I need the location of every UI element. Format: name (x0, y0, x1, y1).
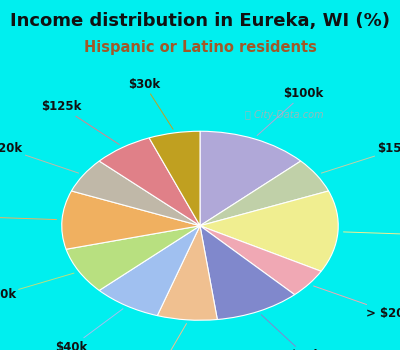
Text: $30k: $30k (128, 78, 173, 129)
Wedge shape (62, 191, 200, 249)
Text: ⓘ City-Data.com: ⓘ City-Data.com (245, 111, 324, 120)
Text: > $200k: > $200k (314, 286, 400, 320)
Text: $75k: $75k (344, 228, 400, 241)
Wedge shape (99, 138, 200, 226)
Text: $200k: $200k (140, 324, 186, 350)
Text: Hispanic or Latino residents: Hispanic or Latino residents (84, 40, 316, 55)
Wedge shape (200, 191, 338, 271)
Wedge shape (66, 226, 200, 290)
Text: Income distribution in Eureka, WI (%): Income distribution in Eureka, WI (%) (10, 12, 390, 30)
Text: $50k: $50k (261, 315, 322, 350)
Text: $125k: $125k (42, 100, 119, 145)
Text: $10k: $10k (0, 273, 74, 301)
Wedge shape (200, 161, 328, 226)
Text: $40k: $40k (55, 309, 123, 350)
Wedge shape (149, 131, 200, 226)
Text: $100k: $100k (257, 88, 324, 135)
Wedge shape (200, 131, 301, 226)
Wedge shape (99, 226, 200, 316)
Wedge shape (157, 226, 217, 320)
Wedge shape (200, 226, 295, 320)
Text: $150k: $150k (321, 142, 400, 173)
Wedge shape (72, 161, 200, 226)
Text: $60k: $60k (0, 210, 56, 223)
Text: $20k: $20k (0, 142, 79, 173)
Wedge shape (200, 226, 321, 295)
